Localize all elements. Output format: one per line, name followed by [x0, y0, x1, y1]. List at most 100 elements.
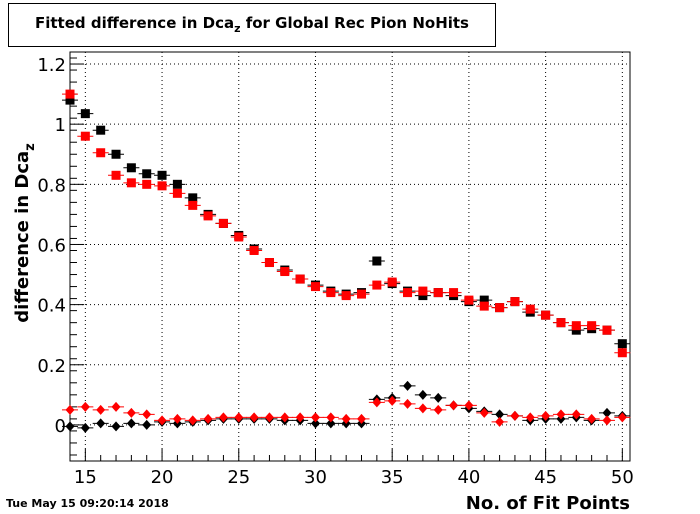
data-point-square — [418, 291, 428, 301]
y-axis-label-subscript: z — [23, 143, 38, 151]
data-point-diamond — [295, 412, 305, 423]
data-point-square — [617, 339, 627, 349]
data-point-diamond — [310, 418, 320, 429]
data-point-diamond — [126, 407, 136, 418]
data-point-diamond — [326, 412, 336, 423]
x-tick-label: 25 — [227, 467, 250, 488]
data-point-diamond — [188, 415, 198, 426]
data-point-diamond — [525, 412, 535, 423]
data-point-square — [449, 288, 459, 298]
data-point-square — [249, 245, 259, 255]
data-point-square — [571, 325, 581, 335]
data-point-square — [295, 274, 305, 284]
data-point-diamond — [111, 401, 121, 412]
chart-title-box: Fitted difference in Dcaz for Global Rec… — [8, 3, 496, 47]
data-point-square — [464, 295, 474, 305]
data-point-diamond — [142, 419, 152, 430]
grid-lines — [70, 52, 630, 461]
y-tick-label: 0.4 — [37, 296, 66, 317]
data-point-square — [80, 109, 90, 119]
x-tick-label: 50 — [611, 467, 634, 488]
data-point-diamond — [541, 410, 551, 421]
data-point-diamond — [418, 389, 428, 400]
data-point-square — [357, 289, 367, 299]
data-point-square — [280, 267, 290, 277]
x-tick-label: 35 — [381, 467, 404, 488]
timestamp: Tue May 15 09:20:14 2018 — [6, 497, 169, 510]
data-point-diamond — [510, 410, 520, 421]
y-tick-label: 0.6 — [37, 235, 66, 256]
data-point-square — [418, 286, 428, 296]
data-point-diamond — [310, 412, 320, 423]
data-point-square — [142, 169, 152, 179]
data-point-square — [80, 131, 90, 141]
y-tick-label: 1 — [55, 115, 66, 136]
data-point-square — [387, 277, 397, 287]
data-point-diamond — [172, 413, 182, 424]
data-point-diamond — [357, 413, 367, 424]
data-point-square — [341, 291, 351, 301]
data-point-diamond — [234, 412, 244, 423]
data-points — [62, 89, 631, 433]
data-point-diamond — [341, 413, 351, 424]
y-tick-label: 0 — [55, 416, 66, 437]
data-point-square — [571, 321, 581, 331]
data-point-square — [326, 288, 336, 298]
data-point-square — [111, 149, 121, 159]
x-tick-label: 15 — [74, 467, 97, 488]
data-point-diamond — [249, 412, 259, 423]
chart-title: Fitted difference in Dcaz for Global Rec… — [34, 14, 469, 35]
data-point-square — [587, 321, 597, 331]
data-point-square — [157, 181, 167, 191]
data-point-square — [541, 310, 551, 320]
data-point-square — [372, 280, 382, 290]
data-point-square — [510, 297, 520, 307]
axes — [69, 51, 631, 462]
data-point-square — [172, 179, 182, 189]
data-point-diamond — [495, 416, 505, 427]
x-tick-label: 40 — [457, 467, 480, 488]
data-point-square — [602, 325, 612, 335]
x-tick-label: 45 — [534, 467, 557, 488]
data-point-square — [111, 170, 121, 180]
data-point-square — [403, 288, 413, 298]
data-point-square — [310, 282, 320, 292]
data-point-square — [264, 258, 274, 268]
y-tick-label: 1.2 — [37, 55, 66, 76]
data-point-diamond — [372, 397, 382, 408]
data-point-square — [203, 211, 213, 221]
data-point-square — [96, 125, 106, 135]
data-point-square — [218, 218, 228, 228]
data-point-diamond — [80, 401, 90, 412]
y-tick-label: 0.8 — [37, 175, 66, 196]
y-axis-label: difference in Dcaz — [12, 143, 38, 322]
x-axis-label: No. of Fit Points — [466, 493, 630, 514]
data-point-square — [126, 163, 136, 173]
data-point-square — [157, 170, 167, 180]
data-point-diamond — [111, 421, 121, 432]
plot-frame — [69, 51, 631, 462]
data-point-square — [617, 348, 627, 358]
data-point-diamond — [602, 415, 612, 426]
data-point-diamond — [142, 409, 152, 420]
data-point-diamond — [587, 413, 597, 424]
data-point-diamond — [433, 404, 443, 415]
data-point-diamond — [65, 421, 75, 432]
x-tick-label: 20 — [151, 467, 174, 488]
data-point-square — [525, 304, 535, 314]
data-point-diamond — [602, 407, 612, 418]
data-point-square — [372, 256, 382, 266]
data-point-diamond — [571, 409, 581, 420]
data-point-diamond — [464, 400, 474, 411]
data-point-diamond — [495, 409, 505, 420]
data-point-diamond — [556, 409, 566, 420]
data-point-square — [234, 232, 244, 242]
data-point-diamond — [126, 418, 136, 429]
data-point-diamond — [264, 412, 274, 423]
data-point-diamond — [403, 380, 413, 391]
data-point-diamond — [280, 412, 290, 423]
data-point-diamond — [479, 407, 489, 418]
tick-labels: 15 20 25 30 35 40 45 50 0 0.2 0.4 0.6 0.8 1 1.2 — [37, 55, 633, 488]
data-point-diamond — [449, 400, 459, 411]
data-point-square — [142, 179, 152, 189]
